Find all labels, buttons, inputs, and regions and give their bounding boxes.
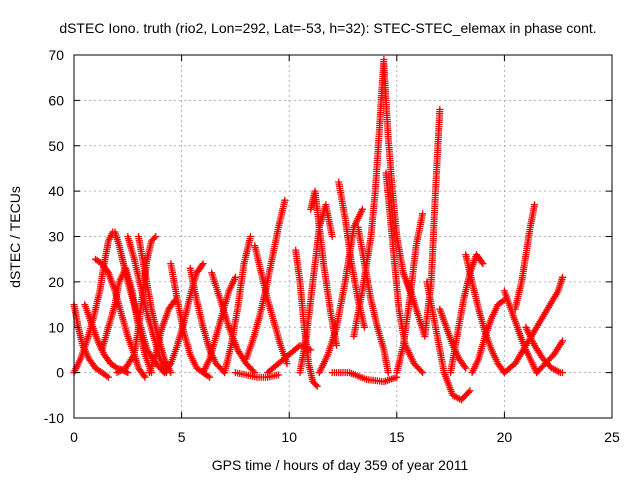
axis-ticks [73, 54, 613, 419]
series-18 [251, 242, 291, 368]
series-7 [113, 233, 160, 377]
x-tick-label: 10 [281, 429, 297, 445]
series-28 [380, 60, 414, 295]
series-9-markers [145, 296, 179, 377]
series-32 [423, 278, 474, 404]
chart-title: dSTEC Iono. truth (rio2, Lon=292, Lat=-5… [59, 20, 596, 36]
y-tick-label: 0 [56, 365, 64, 381]
y-tick-label: 60 [48, 92, 64, 108]
y-tick-label: 20 [48, 274, 64, 290]
series-16-markers [231, 369, 282, 381]
x-tick-label: 25 [604, 429, 620, 445]
x-tick-label: 5 [178, 429, 186, 445]
x-tick-label: 20 [497, 429, 513, 445]
x-tick-label: 15 [389, 429, 405, 445]
series-28-markers [380, 60, 414, 295]
x-tick-label: 0 [70, 429, 78, 445]
series-38-markers [511, 201, 538, 313]
series-15-markers [221, 233, 254, 377]
series-30-markers [393, 210, 427, 377]
series-9 [145, 296, 179, 377]
series-39-markers [500, 273, 566, 377]
series-30 [393, 210, 427, 377]
y-tick-label: 10 [48, 319, 64, 335]
series-36-markers [468, 296, 508, 377]
y-tick-label: 30 [48, 229, 64, 245]
y-tick-label: -10 [44, 410, 64, 426]
series-18-markers [251, 242, 291, 368]
y-tick-label: 70 [48, 47, 64, 63]
series-22 [307, 187, 340, 349]
y-axis-label: dSTEC / TECUs [7, 186, 23, 288]
series-39 [500, 273, 566, 377]
x-tick-labels: 0 5 10 15 20 25 [70, 429, 620, 445]
data-marks [70, 56, 566, 404]
series-32-markers [423, 278, 474, 404]
series-41 [533, 337, 566, 377]
series-36 [468, 296, 508, 377]
x-axis-label: GPS time / hours of day 359 of year 2011 [212, 457, 469, 473]
series-15 [221, 233, 254, 377]
y-tick-label: 40 [48, 183, 64, 199]
y-tick-labels: -10 0 10 20 30 40 50 60 70 [44, 47, 64, 426]
series-7-markers [113, 233, 160, 377]
series-16 [231, 369, 282, 381]
y-tick-label: 50 [48, 138, 64, 154]
series-26-markers [328, 369, 401, 386]
series-26 [328, 369, 401, 386]
series-22-markers [307, 187, 340, 349]
series-38 [511, 201, 538, 313]
series-41-markers [533, 337, 566, 377]
